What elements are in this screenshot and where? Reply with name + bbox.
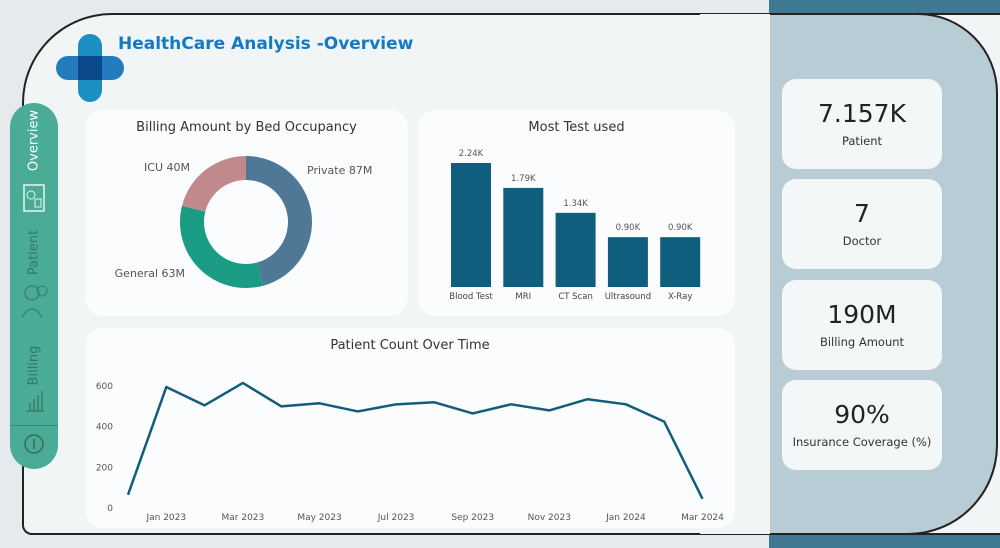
page-title: HealthCare Analysis -Overview [118, 34, 414, 54]
patient-count-line [126, 381, 704, 500]
sidebar: Overview Patient Billing [10, 103, 58, 469]
x-tick-label: Nov 2023 [528, 513, 571, 523]
x-tick-label: May 2023 [297, 513, 341, 523]
bar-category-label: MRI [515, 292, 531, 302]
bar-chart-title: Most Test used [528, 120, 625, 135]
sidebar-item-overview[interactable]: Overview [26, 109, 42, 172]
kpi-value: 7.157K [818, 99, 906, 128]
x-tick-label: Sep 2023 [451, 513, 494, 523]
x-tick-label: Jul 2023 [377, 513, 415, 523]
bar-chart-card: Most Test used 2.24K Blood Test 1.79K MRI 1.… [418, 110, 735, 316]
bar-mri [503, 187, 544, 287]
donut-slice-private [246, 156, 312, 286]
donut-chart-card: Billing Amount by Bed Occupancy Private … [85, 110, 408, 316]
y-tick-label: 200 [96, 463, 113, 473]
line-chart-card: Patient Count Over Time 0 200 400 600 Jan 20… [85, 328, 735, 528]
bar-ct-scan [555, 212, 596, 287]
kpi-card-billing: 190M Billing Amount [782, 280, 942, 370]
bar-data-label: 1.79K [511, 174, 536, 184]
kpi-value: 90% [834, 400, 890, 429]
bar-x-ray [660, 237, 701, 287]
dashboard-icon [23, 184, 45, 212]
kpi-label: Insurance Coverage (%) [792, 435, 932, 449]
patient-icon [21, 285, 48, 318]
kpi-card-patient: 7.157K Patient [782, 79, 942, 169]
kpi-label: Billing Amount [819, 335, 905, 349]
donut-label: ICU 40M [144, 161, 190, 174]
healthcare-logo-icon [56, 34, 124, 102]
kpi-label: Doctor [842, 234, 882, 248]
kpi-value: 7 [854, 199, 870, 228]
x-tick-label: Mar 2023 [222, 513, 265, 523]
y-tick-label: 0 [107, 504, 113, 514]
donut-slice-icu [182, 156, 246, 212]
donut-chart: Private 87M General 63M ICU 40M [115, 156, 372, 288]
bar-chart: 2.24K Blood Test 1.79K MRI 1.34K CT Scan 0.90K… [449, 149, 701, 302]
y-tick-label: 400 [96, 423, 113, 433]
kpi-card-doctor: 7 Doctor [782, 179, 942, 269]
bar-category-label: CT Scan [558, 292, 593, 302]
donut-chart-title: Billing Amount by Bed Occupancy [136, 120, 357, 135]
bar-category-label: Blood Test [449, 292, 493, 302]
x-tick-label: Jan 2024 [605, 513, 646, 523]
bar-category-label: X-Ray [668, 292, 692, 302]
bar-category-label: Ultrasound [605, 292, 651, 302]
kpi-label: Patient [841, 134, 883, 148]
kpi-value: 190M [827, 300, 897, 329]
bar-data-label: 0.90K [616, 223, 641, 233]
bar-ultrasound [607, 237, 648, 287]
info-icon[interactable] [23, 433, 45, 455]
billing-icon [26, 391, 44, 412]
bar-data-label: 0.90K [668, 223, 693, 233]
y-tick-label: 600 [96, 382, 113, 392]
x-tick-label: Jan 2023 [145, 513, 186, 523]
bar-data-label: 1.34K [563, 199, 588, 209]
line-chart: 0 200 400 600 Jan 2023 Mar 2023 May 2023 Jul 20… [96, 381, 724, 523]
sidebar-item-patient[interactable]: Patient [26, 229, 42, 276]
donut-slice-general [180, 205, 264, 288]
donut-label: Private 87M [307, 164, 372, 177]
bar-blood-test [451, 163, 491, 287]
x-tick-label: Mar 2024 [681, 513, 724, 523]
donut-label: General 63M [115, 267, 185, 280]
kpi-card-insurance: 90% Insurance Coverage (%) [782, 380, 942, 470]
line-chart-title: Patient Count Over Time [330, 338, 490, 353]
bar-data-label: 2.24K [459, 149, 484, 159]
